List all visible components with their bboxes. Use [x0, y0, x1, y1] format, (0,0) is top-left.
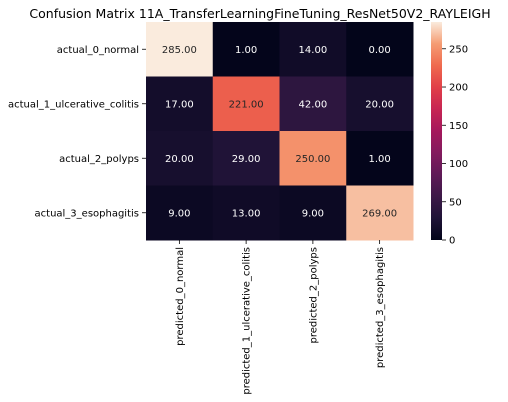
cell-value-label: 29.00 — [232, 154, 261, 165]
colorbar-tick-label: 250 — [449, 44, 468, 55]
cell-value-label: 1.00 — [368, 154, 390, 165]
cell-value-label: 221.00 — [229, 99, 264, 110]
heatmap-cell — [346, 76, 414, 132]
cell-value-label: 42.00 — [299, 99, 328, 110]
cell-value-label: 14.00 — [299, 45, 328, 56]
colorbar-tick-label: 100 — [449, 159, 468, 170]
cell-value-label: 250.00 — [295, 154, 330, 165]
colorbar — [431, 22, 442, 240]
cell-value-label: 13.00 — [232, 208, 261, 219]
cell-value-label: 269.00 — [362, 208, 397, 219]
colorbar-tick-label: 150 — [449, 121, 468, 132]
cell-value-label: 0.00 — [368, 45, 390, 56]
heatmap-cell — [146, 22, 214, 77]
colorbar-tick-label: 0 — [449, 236, 455, 247]
heatmap-cell — [212, 185, 280, 241]
heatmap-cell — [279, 22, 347, 77]
row-tick-label: actual_3_esophagitis — [35, 208, 139, 219]
row-tick-label: actual_1_ulcerative_colitis — [8, 99, 139, 110]
row-tick-label: actual_2_polyps — [59, 154, 139, 165]
cell-value-label: 9.00 — [168, 208, 190, 219]
cell-value-label: 285.00 — [162, 45, 197, 56]
heatmap-cell — [212, 22, 280, 77]
heatmap-cell — [346, 131, 414, 186]
row-tick-label: actual_0_normal — [57, 45, 139, 56]
colorbar-tick-label: 50 — [449, 197, 462, 208]
heatmap-cell — [279, 76, 347, 132]
heatmap-cell — [212, 76, 280, 132]
col-tick-label: predicted_2_polyps — [308, 247, 319, 344]
col-tick-label: predicted_1_ulcerative_colitis — [242, 247, 253, 395]
heatmap-cell — [279, 185, 347, 241]
heatmap-cell — [146, 131, 214, 186]
col-tick-label: predicted_3_esophagitis — [375, 247, 386, 368]
chart-title: Confusion Matrix 11A_TransferLearningFin… — [29, 6, 490, 21]
cell-value-label: 20.00 — [365, 99, 394, 110]
heatmap-cell — [346, 185, 414, 241]
heatmap-cell — [346, 22, 414, 77]
cell-value-label: 1.00 — [235, 45, 257, 56]
cell-value-label: 20.00 — [165, 154, 194, 165]
col-tick-label: predicted_0_normal — [175, 247, 186, 346]
heatmap-cell — [146, 76, 214, 132]
heatmap-cell — [279, 131, 347, 186]
heatmap-cell — [212, 131, 280, 186]
heatmap-cell — [146, 185, 214, 241]
cell-value-label: 9.00 — [302, 208, 324, 219]
colorbar-tick-label: 200 — [449, 83, 468, 94]
cell-value-label: 17.00 — [165, 99, 194, 110]
